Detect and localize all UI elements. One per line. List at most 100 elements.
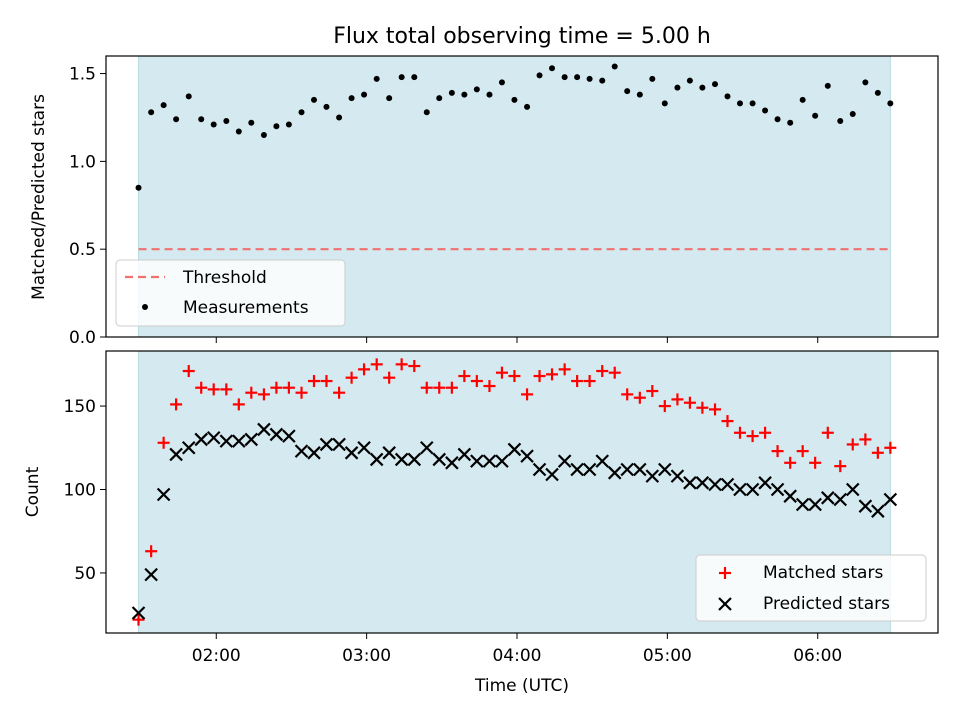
predicted-star-point xyxy=(570,462,584,477)
count-legend: Matched stars Predicted stars xyxy=(695,554,927,622)
legend-matched-swatch xyxy=(719,567,731,579)
measurement-point xyxy=(749,100,756,107)
matched-star-point xyxy=(483,380,496,393)
matched-star-point xyxy=(383,371,396,384)
matched-star-point xyxy=(170,398,183,411)
matched-star-point xyxy=(658,400,671,413)
measurement-point xyxy=(310,96,317,103)
predicted-star-point xyxy=(344,446,359,460)
matched-star-point xyxy=(220,383,233,396)
predicted-star-point xyxy=(407,452,422,467)
matched-star-point xyxy=(182,365,195,378)
predicted-star-point xyxy=(131,606,146,620)
legend-threshold-label: Threshold xyxy=(182,268,267,288)
measurement-point xyxy=(536,72,543,79)
matched-star-point xyxy=(195,381,208,394)
matched-star-point xyxy=(145,545,158,558)
measurement-point xyxy=(273,123,280,130)
matched-star-point xyxy=(621,388,634,401)
predicted-star-point xyxy=(232,434,246,448)
measurement-point xyxy=(260,132,267,139)
predicted-star-point xyxy=(282,429,296,443)
measurement-point xyxy=(611,63,618,70)
measurement-point xyxy=(448,89,455,96)
matched-star-point xyxy=(596,365,609,378)
y-tick-label: 150 xyxy=(64,397,96,417)
predicted-star-point xyxy=(808,497,822,512)
predicted-star-point xyxy=(432,452,447,467)
predicted-star-point xyxy=(319,437,334,452)
predicted-star-point xyxy=(708,477,722,492)
predicted-star-point xyxy=(382,446,396,460)
measurement-point xyxy=(248,119,255,126)
matched-star-point xyxy=(358,363,371,376)
measurement-point xyxy=(862,79,869,86)
matched-stars-points xyxy=(132,358,897,626)
matched-star-point xyxy=(859,433,872,446)
predicted-star-point xyxy=(845,482,860,497)
predicted-star-point xyxy=(783,489,797,503)
predicted-star-point xyxy=(883,492,898,507)
predicted-star-point xyxy=(495,454,509,468)
measurement-point xyxy=(473,86,480,93)
measurement-point xyxy=(148,109,155,116)
predicted-star-point xyxy=(257,422,271,437)
measurement-point xyxy=(373,75,380,82)
matched-star-point xyxy=(721,415,734,428)
predicted-star-point xyxy=(206,430,221,445)
chart-title: Flux total observing time = 5.00 h xyxy=(333,24,711,49)
matched-star-point xyxy=(445,381,458,394)
matched-star-point xyxy=(282,381,295,394)
measurement-point xyxy=(699,84,706,91)
matched-star-point xyxy=(608,366,621,379)
matched-star-point xyxy=(733,426,746,439)
measurement-point xyxy=(686,77,693,84)
predicted-star-point xyxy=(482,454,497,468)
matched-star-point xyxy=(671,393,684,406)
measurement-point xyxy=(586,75,593,82)
measurement-point xyxy=(712,81,719,88)
matched-star-point xyxy=(408,360,421,373)
measurement-point xyxy=(235,128,242,135)
predicted-star-point xyxy=(332,437,346,452)
legend-predicted-swatch xyxy=(718,597,732,611)
measurement-point xyxy=(160,102,167,109)
measurement-point xyxy=(561,74,568,81)
measurement-point xyxy=(787,119,794,126)
predicted-star-point xyxy=(758,476,772,490)
predicted-star-point xyxy=(294,444,309,458)
measurement-point xyxy=(524,103,531,110)
measurement-point xyxy=(762,107,769,114)
predicted-star-point xyxy=(269,427,284,442)
measurement-point xyxy=(210,121,217,128)
measurement-point xyxy=(185,93,192,100)
y-tick-label: 100 xyxy=(64,480,96,500)
matched-star-point xyxy=(709,403,722,416)
y-tick-label: 50 xyxy=(74,564,96,584)
matched-star-point xyxy=(871,446,884,459)
predicted-star-point xyxy=(457,447,472,462)
y-tick-label: 0.5 xyxy=(69,240,96,260)
time-x-axis: 02:00 03:00 04:00 05:00 06:00 xyxy=(192,633,842,666)
measurement-point xyxy=(285,121,292,128)
count-plot-frame xyxy=(105,350,939,634)
count-y-axis: 50 100 150 xyxy=(64,397,106,584)
measurement-point xyxy=(549,65,556,72)
matched-star-point xyxy=(395,358,408,371)
matched-star-point xyxy=(270,381,283,394)
ratio-y-axis: 0.0 0.5 1.0 1.5 xyxy=(69,65,106,348)
predicted-star-point xyxy=(156,487,171,502)
measurement-point xyxy=(674,84,681,91)
predicted-star-point xyxy=(733,482,747,497)
measurement-point xyxy=(636,91,643,98)
matched-star-point xyxy=(345,371,358,384)
predicted-star-point xyxy=(419,441,434,455)
ratio-plot-frame xyxy=(105,55,939,338)
predicted-star-point xyxy=(545,467,559,482)
matched-star-point xyxy=(433,381,446,394)
matched-star-point xyxy=(821,426,834,439)
predicted-star-point xyxy=(557,454,572,468)
measurement-point xyxy=(223,117,230,124)
matched-star-point xyxy=(834,460,847,473)
matched-star-point xyxy=(683,396,696,409)
